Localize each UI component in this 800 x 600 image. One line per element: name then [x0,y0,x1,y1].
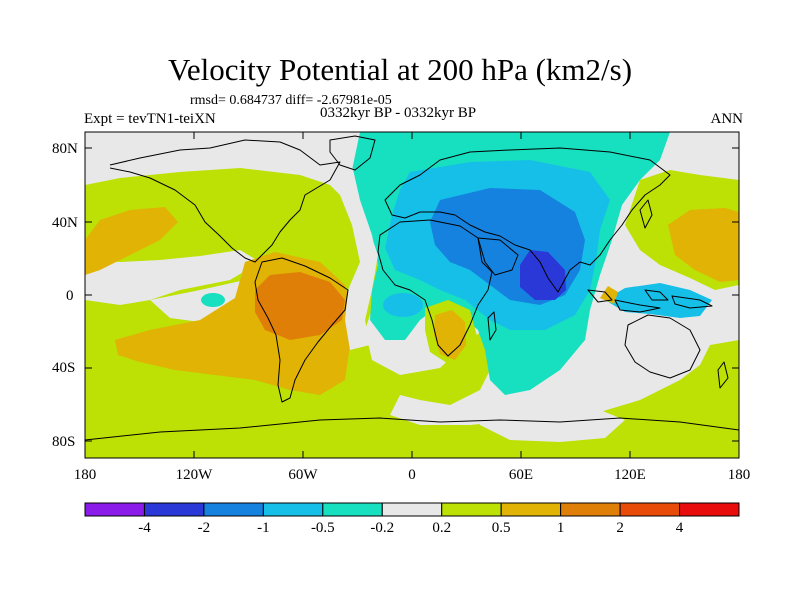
contour-fill-layer [85,132,739,458]
colorbar-label: 1 [556,520,565,536]
strong-positive-east-asia [668,208,739,282]
positive-west-pacific-small [600,286,618,304]
colorbar-label: 0.5 [491,520,511,536]
lon-label-0: 0 [408,467,416,483]
coast-japan [639,199,653,229]
lon-label-60w: 60W [288,467,318,483]
lat-label-40n: 40N [52,215,78,231]
axis-ticks [85,132,739,458]
colorbar-swatch [560,502,621,517]
colorbar-swatch [441,502,502,517]
colorbar-label: -1 [257,520,270,536]
colorbar-swatch [84,502,145,517]
neutral-north-atlantic [330,132,378,350]
colorbar-swatch [322,502,383,517]
colorbar-swatch [679,502,740,517]
lat-label-eq: 0 [66,288,74,304]
map-title: Velocity Potential at 200 hPa (km2/s) [167,52,633,87]
colorbar-swatch [619,502,681,517]
lon-label-120e: 120E [614,467,646,483]
colorbar-label: -0.5 [310,520,335,536]
colorbar-swatch [262,502,324,517]
positive-field-west [85,168,739,458]
coastlines [85,135,739,441]
colorbar-label: 2 [616,520,624,536]
season-label: ANN [710,111,744,127]
coast-madagascar [487,311,497,341]
coast-antarctica [85,417,739,441]
colorbar-label: 0.2 [432,520,452,536]
coast-north-america [109,139,341,263]
negative-spot-atlantic [383,293,423,317]
lon-label-60e: 60E [508,467,534,483]
colorbar-swatch [143,502,205,517]
colorbar-label: -0.2 [370,520,395,536]
coast-greenland [329,135,376,171]
colorbar-swatch [203,502,264,517]
neutral-eastpac [85,250,260,305]
strong-positive-samerica [255,272,345,340]
colorbar-label: -2 [197,520,211,536]
lon-label-180w: 180 [73,467,97,483]
coast-arabia [477,237,519,276]
colorbar [84,502,740,517]
experiment-label: Expt = tevTN1-teiXN [84,111,216,127]
coast-australia [624,314,701,379]
lat-label-40s: 40S [52,360,76,376]
colorbar-label: -4 [138,520,151,536]
lon-label-180e: 180 [727,467,751,483]
negative-spot-pacific [201,293,225,307]
colorbar-swatch [500,502,562,517]
lat-label-80n: 80N [52,141,78,157]
rmsd-diff-stats: rmsd= 0.684737 diff= -2.67981e-05 [190,93,392,108]
coast-south-america [254,257,349,403]
neutral-southern-ocean [470,400,625,442]
positive-npac [85,207,178,275]
lat-label-80s: 80S [52,434,76,450]
coast-new-zealand [717,361,729,389]
colorbar-label: 4 [675,520,684,536]
lon-label-120w: 120W [175,467,213,483]
period-label: 0332kyr BP - 0332kyr BP [320,105,477,121]
coast-indonesia [587,289,713,313]
coast-africa [377,219,493,357]
colorbar-swatch [381,502,443,517]
coast-eurasia [384,147,671,293]
